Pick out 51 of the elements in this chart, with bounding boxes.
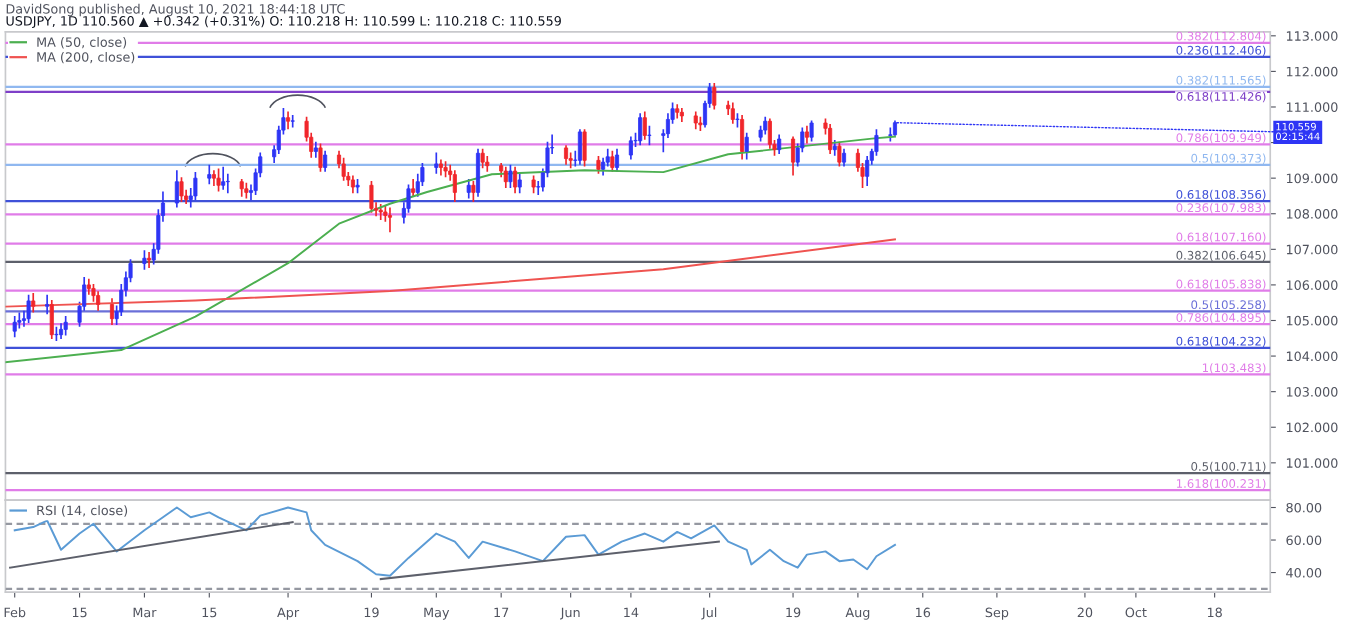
candlestick (577, 129, 582, 165)
line-series (5, 135, 896, 364)
candlestick (508, 164, 513, 188)
candlestick (582, 129, 587, 167)
candlestick (387, 207, 393, 233)
candlestick (434, 152, 439, 174)
candlestick (323, 150, 328, 172)
candlestick (49, 300, 54, 340)
line-series (5, 238, 896, 308)
candlestick (837, 141, 842, 167)
candlestick (730, 102, 735, 124)
candlestick (828, 123, 833, 155)
candlestick (86, 278, 91, 295)
candlestick (513, 166, 518, 194)
candlestick (503, 166, 508, 188)
candlestick (12, 316, 17, 338)
candlestick (638, 113, 643, 146)
candlestick (147, 252, 152, 268)
candlestick (179, 177, 184, 203)
candlestick (744, 132, 749, 160)
candlestick (471, 180, 476, 203)
candlestick (221, 166, 226, 190)
candlestick (809, 120, 814, 142)
line-series (13, 506, 896, 577)
candlestick (193, 171, 198, 201)
candlestick (791, 136, 796, 176)
candlestick (865, 155, 870, 187)
candlestick (174, 170, 179, 208)
candlestick (211, 170, 216, 187)
candlestick (216, 168, 221, 192)
candlestick (475, 148, 481, 197)
candlestick (109, 298, 115, 325)
candlestick (610, 150, 615, 172)
candlestick (740, 115, 745, 160)
candlestick (26, 294, 31, 324)
candlestick (369, 180, 374, 213)
candlestick (313, 141, 318, 158)
candlestick (286, 111, 291, 130)
candlestick (628, 136, 633, 160)
candlestick (207, 164, 212, 185)
candlestick (712, 83, 717, 110)
candlestick (318, 143, 323, 172)
candlestick (341, 157, 346, 181)
candlestick (225, 173, 230, 194)
candlestick (290, 115, 295, 128)
candlestick (452, 170, 457, 203)
candlestick (767, 118, 772, 149)
candlestick (485, 155, 490, 172)
candlestick (614, 148, 620, 172)
candlestick (45, 294, 50, 315)
candlestick (642, 111, 647, 140)
